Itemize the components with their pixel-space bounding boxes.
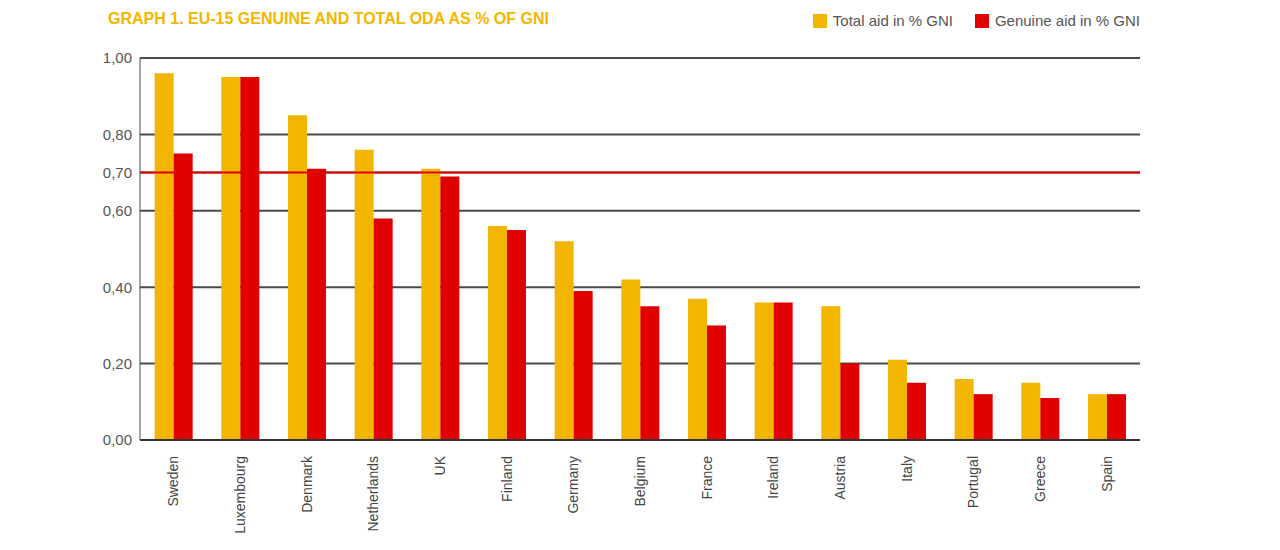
svg-text:0,00: 0,00 — [103, 431, 132, 448]
svg-text:0,80: 0,80 — [103, 126, 132, 143]
svg-text:Germany: Germany — [565, 456, 581, 514]
svg-text:0,60: 0,60 — [103, 202, 132, 219]
svg-text:Portugal: Portugal — [965, 456, 981, 508]
svg-text:0,20: 0,20 — [103, 355, 132, 372]
svg-text:Finland: Finland — [499, 456, 515, 502]
svg-text:UK: UK — [432, 455, 448, 475]
html-text:GRAPH 1. EU-15 GENUINE AND TOT: GRAPH 1. EU-15 GENUINE AND TOTAL ODA AS … — [108, 10, 549, 27]
svg-text:Austria: Austria — [832, 456, 848, 500]
svg-text:Sweden: Sweden — [165, 456, 181, 507]
html-text:Genuine aid in % GNI: Genuine aid in % GNI — [994, 12, 1140, 29]
html-text:Total aid in % GNI: Total aid in % GNI — [832, 12, 953, 29]
svg-text:Belgium: Belgium — [632, 456, 648, 507]
svg-text:Luxembourg: Luxembourg — [232, 456, 248, 534]
svg-text:Italy: Italy — [899, 456, 915, 482]
svg-text:1,00: 1,00 — [103, 49, 132, 66]
svg-text:Spain: Spain — [1099, 456, 1115, 492]
svg-text:0,40: 0,40 — [103, 279, 132, 296]
svg-text:Greece: Greece — [1032, 456, 1048, 502]
svg-text:Denmark: Denmark — [299, 455, 315, 513]
svg-text:0,70: 0,70 — [103, 164, 132, 181]
svg-text:Netherlands: Netherlands — [365, 456, 381, 532]
svg-text:Ireland: Ireland — [765, 456, 781, 499]
svg-text:France: France — [699, 456, 715, 500]
